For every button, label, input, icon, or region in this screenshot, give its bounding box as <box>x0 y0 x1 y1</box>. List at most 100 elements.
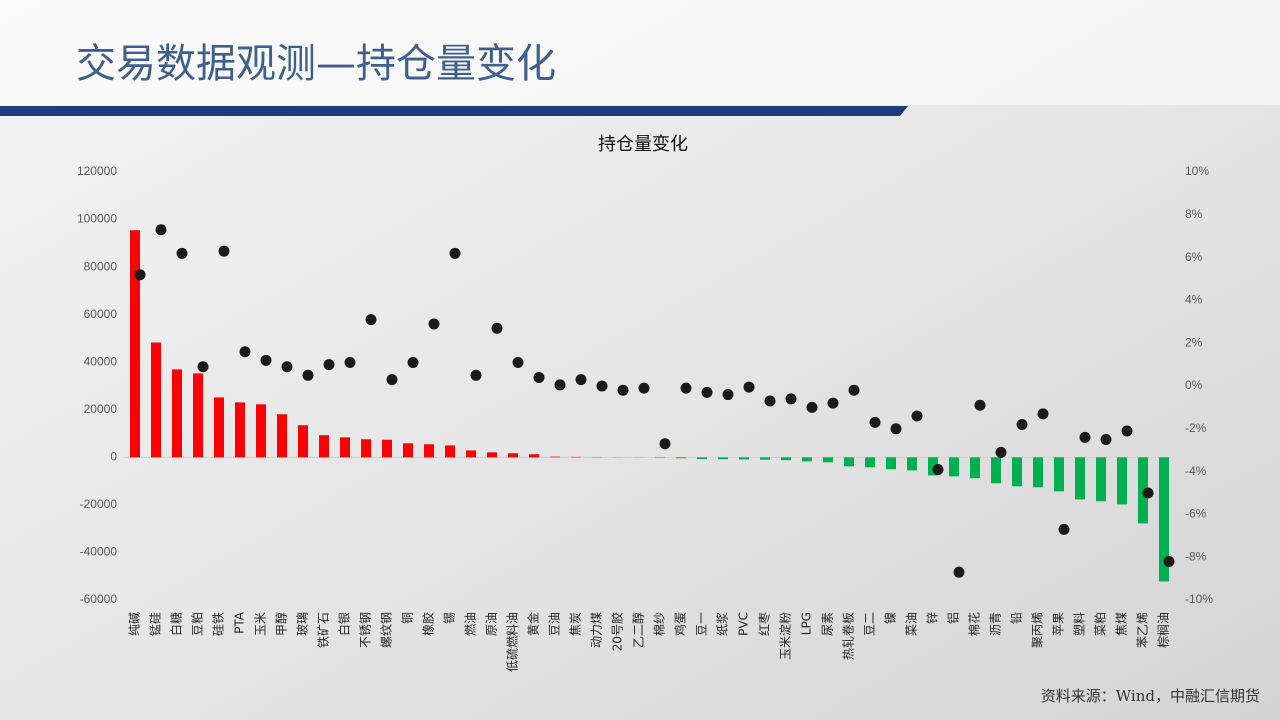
dot <box>449 247 461 259</box>
dot <box>176 247 188 259</box>
y2-tick-label: 4% <box>1185 293 1203 307</box>
y2-tick-label: 6% <box>1185 250 1203 264</box>
dot <box>890 423 902 435</box>
bar <box>718 457 728 460</box>
bar <box>886 457 896 470</box>
chart-title: 持仓量变化 <box>598 134 688 155</box>
bar <box>781 457 791 461</box>
bar <box>487 452 497 458</box>
dot <box>344 356 356 368</box>
x-tick-label: 黄金 <box>526 612 541 636</box>
dot <box>806 401 818 413</box>
page-title: 交易数据观测—持仓量变化 <box>76 41 556 87</box>
bar <box>865 457 875 468</box>
x-tick-label: 豆二 <box>863 612 877 636</box>
bar <box>256 404 266 458</box>
dot <box>491 322 503 334</box>
dot <box>512 356 524 368</box>
dot <box>953 566 965 578</box>
bar <box>802 457 812 462</box>
y2-tick-label: 2% <box>1185 335 1203 349</box>
dot <box>386 374 398 386</box>
bar <box>361 439 371 458</box>
x-tick-label: 燃油 <box>463 612 478 636</box>
x-tick-label: 白糖 <box>169 612 184 636</box>
dot <box>659 438 671 450</box>
header-rule <box>0 106 908 116</box>
dot <box>848 384 860 396</box>
x-tick-label: 原油 <box>485 612 499 636</box>
x-tick-label: 螺纹钢 <box>380 612 394 648</box>
x-tick-label: 豆油 <box>548 612 562 636</box>
bar <box>1054 457 1064 492</box>
x-tick-label: 热轧卷板 <box>841 612 856 660</box>
bar <box>1012 457 1022 487</box>
bar <box>970 457 980 479</box>
x-tick-label: 尿素 <box>821 612 835 636</box>
bar <box>1096 457 1106 502</box>
bar <box>844 457 854 467</box>
x-tick-label: 菜粕 <box>1093 612 1108 636</box>
x-tick-label: 硅铁 <box>212 612 226 636</box>
dot <box>1142 487 1154 499</box>
dot <box>785 393 797 405</box>
x-tick-label: 铅 <box>1010 612 1024 624</box>
x-tick-label: 低硫燃料油 <box>505 612 520 672</box>
bar <box>550 456 560 458</box>
x-tick-label: 焦炭 <box>569 612 583 636</box>
dot <box>155 224 167 236</box>
dot <box>554 379 566 391</box>
bar <box>1159 457 1169 582</box>
bar <box>424 444 434 458</box>
x-tick-label: 镍 <box>884 612 898 624</box>
dot <box>764 395 776 407</box>
dot <box>218 245 230 257</box>
bar <box>676 457 686 459</box>
dot <box>281 361 293 373</box>
x-tick-label: 苯乙烯 <box>1136 612 1150 648</box>
y-tick-label: 100000 <box>77 212 117 226</box>
y-tick-label: -20000 <box>80 497 118 511</box>
x-tick-label: 动力煤 <box>590 612 604 648</box>
dot <box>743 381 755 393</box>
x-tick-label: 甲醇 <box>274 612 289 636</box>
y-tick-label: 40000 <box>84 354 118 368</box>
bar <box>193 373 203 458</box>
bar <box>949 457 959 477</box>
dot <box>365 314 377 326</box>
dot <box>1058 523 1070 535</box>
dot <box>323 359 335 371</box>
bar <box>697 457 707 459</box>
y2-tick-label: 10% <box>1185 164 1209 178</box>
dot <box>428 318 440 330</box>
dot <box>638 382 650 394</box>
x-tick-label: 白银 <box>337 612 352 636</box>
y2-tick-label: -10% <box>1185 592 1213 606</box>
x-tick-label: 豆粕 <box>190 612 205 636</box>
y2-tick-label: 0% <box>1185 378 1203 392</box>
y2-tick-label: -2% <box>1185 421 1207 435</box>
x-tick-label: PVC <box>737 612 751 636</box>
y-tick-label: 0 <box>110 450 117 464</box>
bar <box>1033 457 1043 488</box>
bar <box>172 369 182 458</box>
bar <box>340 437 350 458</box>
x-tick-label: 铜 <box>400 612 415 624</box>
dot <box>1121 425 1133 437</box>
bar <box>1138 457 1148 524</box>
bar <box>991 457 1001 484</box>
bar <box>466 450 476 458</box>
x-tick-label: 20号胶 <box>610 612 625 651</box>
dot <box>617 384 629 396</box>
dot <box>680 382 692 394</box>
bar <box>214 397 224 458</box>
dot <box>1016 419 1028 431</box>
y-tick-label: -60000 <box>80 592 118 606</box>
bar <box>1075 457 1085 500</box>
dot <box>470 369 482 381</box>
x-tick-label: 纸浆 <box>715 612 730 636</box>
dot <box>596 380 608 392</box>
x-tick-label: 焦煤 <box>1115 612 1129 636</box>
source-note: 资料来源：Wind，中融汇信期货 <box>1041 687 1260 705</box>
